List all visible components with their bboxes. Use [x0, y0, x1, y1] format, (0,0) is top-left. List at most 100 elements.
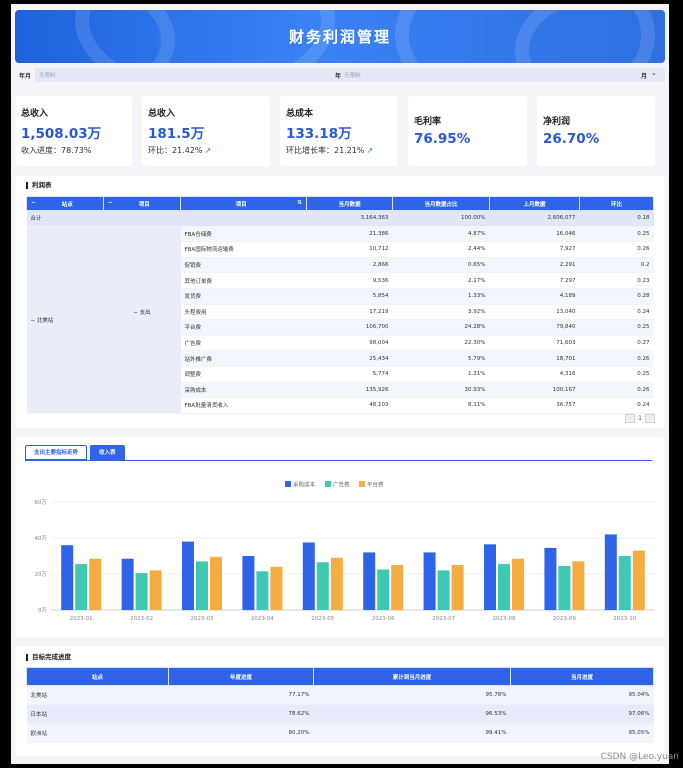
- legend-label: 采购成本: [293, 481, 316, 489]
- column-header[interactable]: 当月进度: [510, 667, 654, 686]
- kpi-card-gross-margin: 毛利率 76.95%: [408, 96, 527, 166]
- header-banner: 财务利润管理: [15, 10, 665, 63]
- item-cell: 调整费: [180, 366, 307, 383]
- legend-swatch: [285, 481, 291, 487]
- item-cell: 广告费: [180, 335, 307, 352]
- bar: [210, 556, 222, 610]
- table-row: FBA国际物流运输费 10,712 2.44% 7,927 0.26: [27, 241, 654, 258]
- sort-icon[interactable]: ⇅: [297, 199, 302, 206]
- year-month-select[interactable]: 无限制: [35, 68, 335, 82]
- bar: [423, 552, 436, 610]
- column-header[interactable]: 年度进度: [168, 667, 314, 686]
- bar: [484, 544, 496, 610]
- bar: [572, 561, 585, 610]
- bar: [270, 566, 283, 610]
- item-cell: FBA批量清货收入: [180, 397, 307, 414]
- profit-table: − 站点 − 项目 项目 ⇅ 当月数据 当月数据占比 上月数据 环比 合计 3,164…: [26, 196, 654, 414]
- y-tick-label: 60万: [35, 499, 48, 506]
- table-row: 欧洲站 80.20% 99.41% 95.05%: [26, 723, 654, 743]
- pagination: ‹ 1 ›: [625, 414, 655, 423]
- prev-page-button[interactable]: ‹: [625, 414, 636, 423]
- filter-bar: 年月 无限制 年 无限制 月 ⌄: [15, 68, 665, 82]
- item-cell: 采购成本: [180, 382, 307, 399]
- table-row: 发货费 5,854 1.33% 4,189 0.28: [27, 288, 654, 305]
- site-cell[interactable]: − 北美站: [26, 226, 104, 414]
- bar: [558, 565, 571, 610]
- bar: [451, 565, 464, 610]
- tab-expense-trend[interactable]: 支出主要指标走势: [25, 445, 88, 460]
- kpi-value: 181.5万: [148, 126, 205, 142]
- tab-income[interactable]: 收入表: [90, 445, 125, 460]
- kpi-card-net-profit: 净利润 26.70%: [537, 96, 655, 166]
- column-header[interactable]: 上月数据: [489, 196, 580, 211]
- profit-table-card: 利润表 − 站点 − 项目 项目 ⇅ 当月数据 当月数据占比 上月数据 环比: [15, 176, 665, 428]
- trend-up-icon: ↗: [366, 146, 374, 155]
- bar: [437, 570, 450, 610]
- column-header[interactable]: − 站点: [26, 196, 104, 211]
- y-tick-label: 40万: [35, 535, 48, 542]
- column-header[interactable]: 累计到当月进度: [313, 667, 511, 686]
- bar: [75, 564, 88, 610]
- column-header[interactable]: 站点: [26, 667, 169, 686]
- x-tick-label: 2023-03: [191, 616, 214, 622]
- kpi-value: 76.95%: [414, 131, 471, 147]
- table-row: 北美站 77.17% 95.78% 95.04%: [26, 685, 654, 705]
- kpi-card-total-cost: 总成本 133.18万 环比增长率：21.21% ↗: [280, 96, 397, 166]
- goal-table: 站点 年度进度 累计到当月进度 当月进度 北美站 77.17% 95.78% 95.0…: [26, 667, 654, 743]
- column-header[interactable]: 当月数据占比: [392, 196, 490, 211]
- bar: [363, 552, 376, 610]
- bar: [182, 541, 194, 610]
- bar: [377, 569, 390, 610]
- table-row: 采购成本 135,926 30.93% 100,167 0.26: [27, 382, 654, 399]
- chevron-down-icon[interactable]: ⌄: [651, 69, 657, 77]
- kpi-value: 26.70%: [543, 131, 600, 147]
- section-title: 利润表: [26, 182, 52, 189]
- legend-swatch: [359, 481, 365, 487]
- bar: [242, 556, 255, 610]
- collapse-icon[interactable]: −: [30, 317, 37, 324]
- legend-label: 广告费: [333, 481, 350, 489]
- page-number[interactable]: 1: [638, 415, 642, 422]
- item-cell: 平台费: [180, 319, 307, 336]
- x-tick-label: 2023-05: [311, 616, 334, 622]
- bar-chart: 采购成本 广告费 平台费 0万 20万 40万 60万 2023-01 2023-02 2023-…: [35, 481, 655, 622]
- trend-up-icon: ↗: [204, 146, 212, 155]
- table-row: 促销费 2,866 0.65% 2,291 0.2: [27, 257, 654, 274]
- legend-swatch: [325, 481, 331, 487]
- watermark: CSDN @Leo.yuan: [600, 752, 679, 762]
- x-tick-label: 2023-07: [432, 616, 455, 622]
- table-row: 平台费 106,700 24.28% 79,840 0.25: [27, 319, 654, 336]
- column-header[interactable]: 当月数据: [306, 196, 393, 211]
- item-cell: 头程费用: [180, 304, 307, 321]
- bar: [149, 570, 162, 610]
- item-cell: 其他订单费: [180, 272, 307, 289]
- bar: [316, 562, 329, 610]
- bar: [89, 558, 102, 610]
- column-header[interactable]: 项目 ⇅: [180, 196, 307, 211]
- bar: [196, 561, 208, 610]
- column-header[interactable]: 环比: [579, 196, 654, 211]
- kpi-card-income: 总收入 181.5万 环比：21.42% ↗: [142, 96, 270, 166]
- item-cell: 促销费: [180, 257, 307, 274]
- table-row: − 北美站 − 支出 FBA仓储费 21,386 4.87% 16,046 0.25: [26, 226, 654, 414]
- bar: [604, 534, 617, 610]
- kpi-value: 133.18万: [286, 126, 352, 142]
- collapse-icon[interactable]: −: [133, 309, 140, 316]
- bar: [135, 573, 148, 610]
- bar: [618, 556, 631, 610]
- legend-label: 平台费: [367, 481, 384, 489]
- chart-tabs: 支出主要指标走势 收入表: [25, 445, 125, 461]
- x-tick-label: 2023-04: [251, 616, 274, 622]
- month-select[interactable]: 年 无限制 月 ⌄: [335, 68, 665, 82]
- section-title: 目标完成进度: [26, 654, 71, 661]
- column-header[interactable]: − 项目: [103, 196, 181, 211]
- bar: [498, 564, 510, 610]
- next-page-button[interactable]: ›: [645, 414, 655, 423]
- x-tick-label: 2023-10: [613, 616, 636, 622]
- bar: [330, 557, 343, 610]
- table-row-total: 合计 3,164,363 100.00% 2,606,077 0.18: [26, 210, 654, 227]
- chart-card: 支出主要指标走势 收入表 采购成本 广告费 平台费 0万 20万 40万 60万 2023-0…: [15, 437, 665, 637]
- group-cell[interactable]: − 支出: [103, 226, 181, 399]
- x-tick-label: 2023-09: [553, 616, 576, 622]
- x-tick-label: 2023-06: [372, 616, 395, 622]
